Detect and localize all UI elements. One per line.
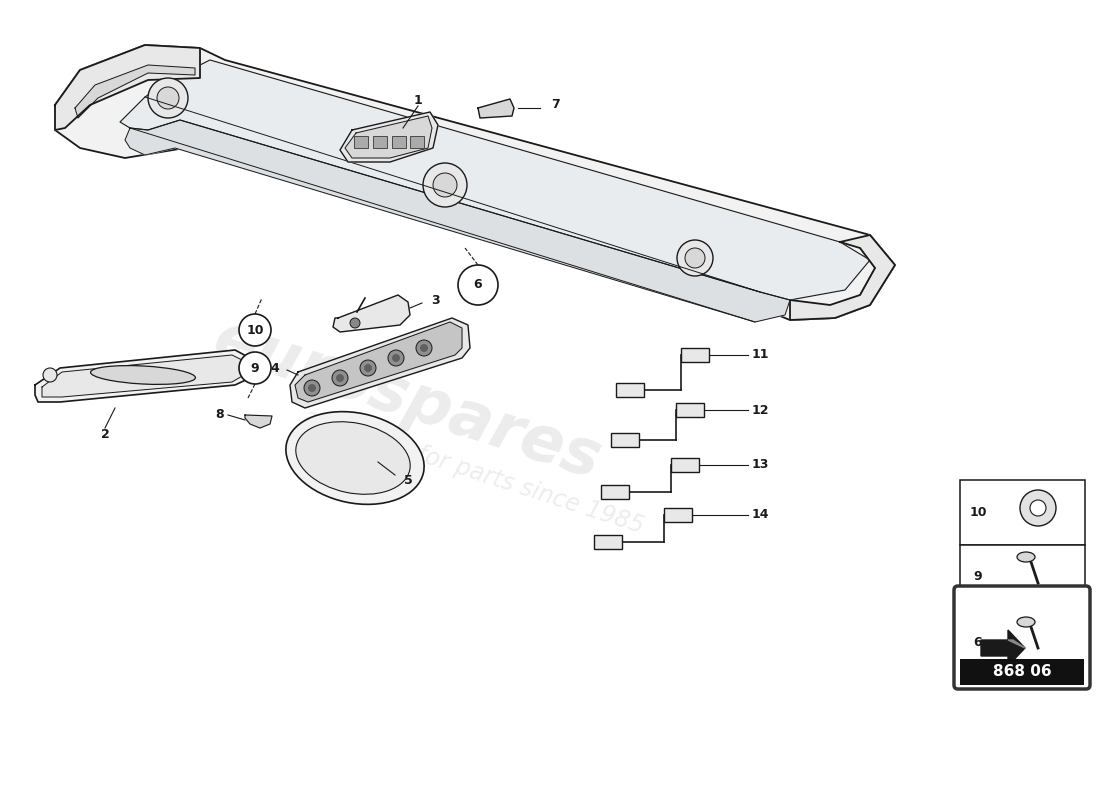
FancyBboxPatch shape — [954, 586, 1090, 689]
Bar — [671, 458, 698, 472]
Bar — [960, 480, 1085, 545]
Polygon shape — [125, 120, 790, 322]
Text: 1: 1 — [414, 94, 422, 106]
Text: 10: 10 — [969, 506, 987, 518]
Text: 4: 4 — [271, 362, 279, 374]
Text: 2: 2 — [100, 429, 109, 442]
Circle shape — [239, 352, 271, 384]
Ellipse shape — [286, 412, 425, 504]
Bar — [410, 136, 424, 148]
Text: 6: 6 — [474, 278, 482, 291]
Bar — [664, 508, 692, 522]
Circle shape — [458, 265, 498, 305]
Polygon shape — [333, 295, 410, 332]
Text: 3: 3 — [431, 294, 439, 306]
Ellipse shape — [90, 366, 196, 384]
Text: 13: 13 — [751, 458, 769, 471]
Ellipse shape — [1018, 617, 1035, 627]
Bar — [681, 348, 710, 362]
Text: 14: 14 — [751, 509, 769, 522]
Polygon shape — [55, 45, 895, 320]
Text: 11: 11 — [751, 349, 769, 362]
Polygon shape — [75, 65, 195, 118]
Circle shape — [676, 240, 713, 276]
Circle shape — [332, 370, 348, 386]
Polygon shape — [290, 318, 470, 408]
Circle shape — [239, 314, 271, 346]
Circle shape — [336, 374, 344, 382]
Bar — [594, 535, 621, 549]
Polygon shape — [790, 235, 895, 320]
Polygon shape — [55, 45, 200, 130]
Circle shape — [360, 360, 376, 376]
Bar — [373, 136, 387, 148]
Circle shape — [685, 248, 705, 268]
Circle shape — [364, 364, 372, 372]
Circle shape — [148, 78, 188, 118]
Polygon shape — [245, 415, 272, 428]
Circle shape — [392, 354, 400, 362]
Text: 10: 10 — [246, 323, 264, 337]
Text: a passion for parts since 1985: a passion for parts since 1985 — [299, 406, 647, 538]
Circle shape — [43, 368, 57, 382]
Text: 868 06: 868 06 — [992, 665, 1052, 679]
Text: eurospares: eurospares — [206, 308, 608, 492]
Bar — [960, 659, 1084, 685]
Circle shape — [350, 318, 360, 328]
Text: 7: 7 — [551, 98, 560, 111]
Text: 6: 6 — [974, 635, 982, 649]
Bar — [601, 485, 629, 499]
Text: 9: 9 — [974, 570, 982, 583]
Circle shape — [157, 87, 179, 109]
Text: 9: 9 — [251, 362, 260, 374]
Text: 5: 5 — [404, 474, 412, 486]
Text: 8: 8 — [216, 409, 224, 422]
Circle shape — [388, 350, 404, 366]
Ellipse shape — [1018, 552, 1035, 562]
Polygon shape — [1008, 640, 1025, 648]
Bar — [960, 545, 1085, 610]
Polygon shape — [35, 350, 250, 402]
Polygon shape — [120, 60, 870, 300]
Circle shape — [433, 173, 456, 197]
Polygon shape — [42, 355, 244, 397]
Circle shape — [304, 380, 320, 396]
Polygon shape — [295, 322, 462, 402]
Bar — [354, 136, 368, 148]
Circle shape — [424, 163, 468, 207]
Ellipse shape — [296, 422, 410, 494]
Polygon shape — [340, 112, 438, 162]
Polygon shape — [981, 630, 1025, 666]
Circle shape — [420, 344, 428, 352]
Circle shape — [308, 384, 316, 392]
Circle shape — [1030, 500, 1046, 516]
Polygon shape — [478, 99, 514, 118]
Bar — [392, 136, 406, 148]
Bar — [616, 383, 644, 397]
Circle shape — [416, 340, 432, 356]
Circle shape — [1020, 490, 1056, 526]
Bar — [676, 403, 704, 417]
Bar — [960, 610, 1085, 675]
Polygon shape — [345, 116, 432, 158]
Text: 12: 12 — [751, 403, 769, 417]
Bar — [610, 433, 639, 447]
